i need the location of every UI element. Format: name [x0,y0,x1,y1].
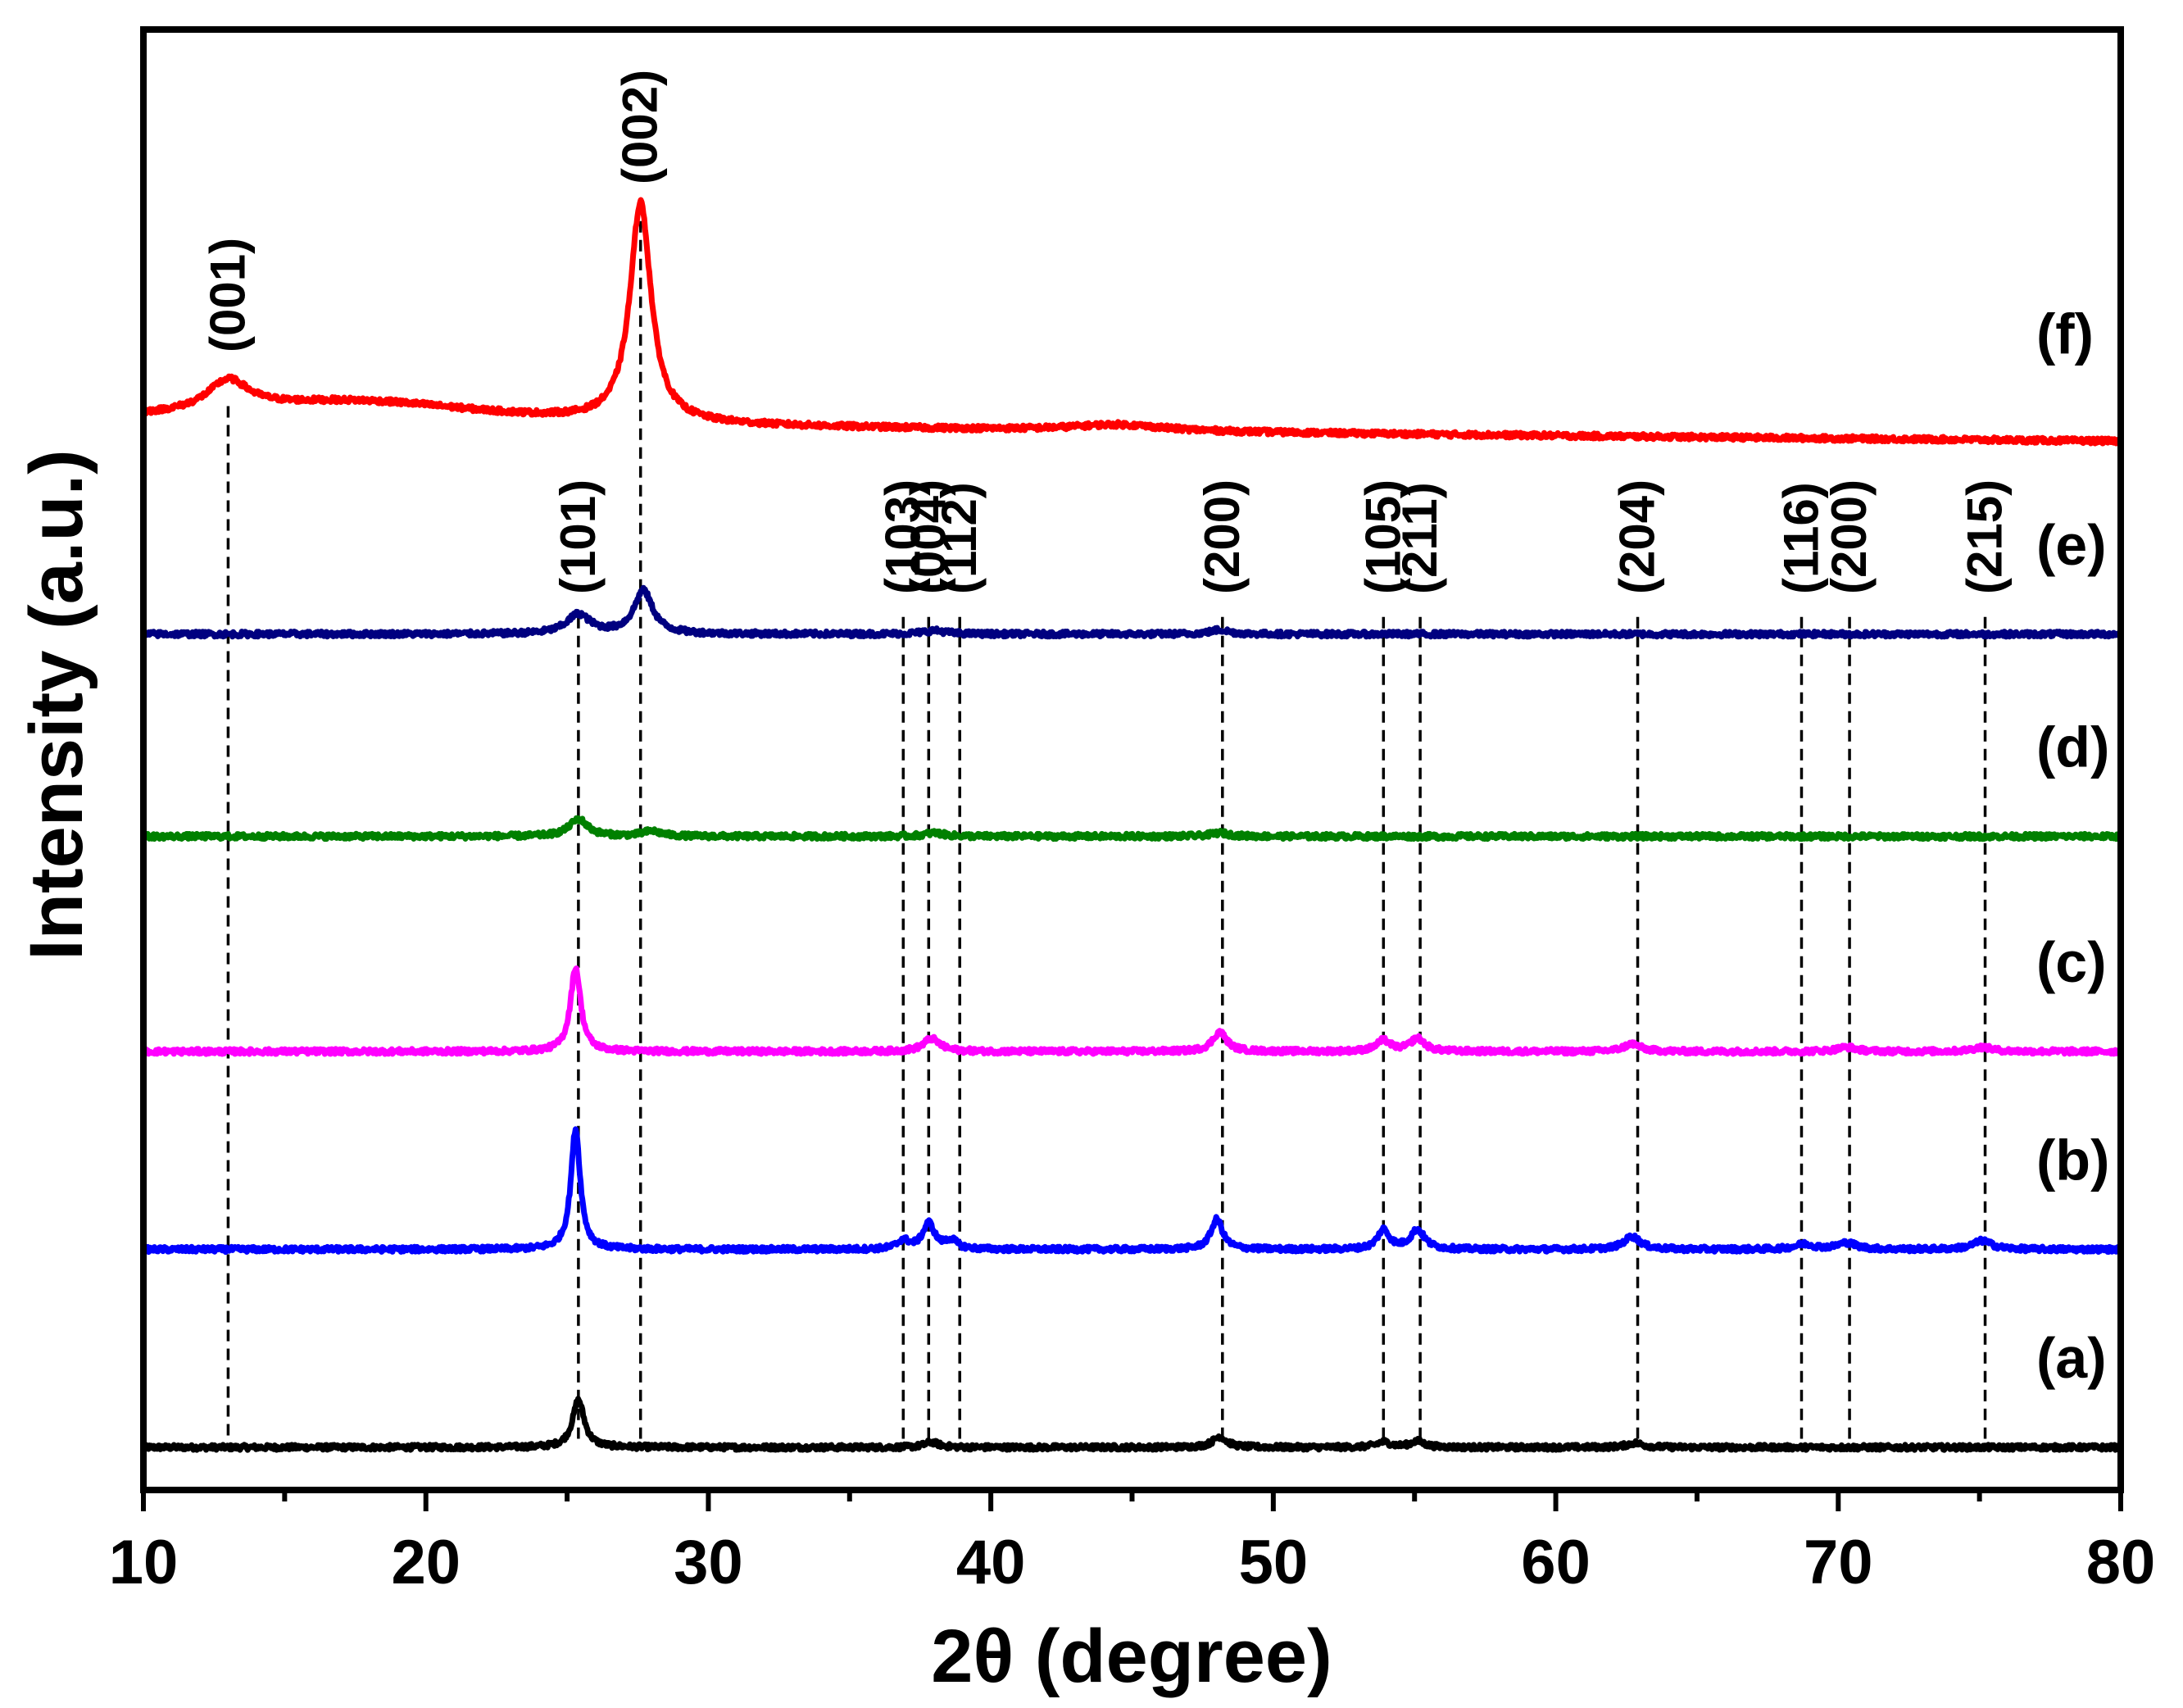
series-line-e [141,584,2123,640]
series-line-f [141,197,2124,447]
peak-annotations: (001) (002) (101) (103)(004)(112) (200) (105)… [200,70,2012,594]
series-line-d [140,815,2124,843]
series-labels: (a) (b) (c) (d) (e) (f) [2036,302,2109,1391]
peak-label: (200) [1195,479,1250,594]
x-tick-label: 30 [674,1528,743,1597]
peak-label: (215) [1958,479,2013,594]
peak-label: (004) [901,479,955,594]
peak-label: (001) [200,238,255,352]
peak-label: (101) [551,479,606,594]
series-label-b: (b) [2036,1129,2109,1192]
series-line-a [140,1396,2124,1453]
series-label-d: (d) [2036,715,2109,779]
y-axis-title: Intensity (a.u.) [15,449,98,961]
series-curves [140,197,2124,1453]
x-tick-label: 80 [2086,1528,2156,1597]
peak-label: (112) [932,482,987,594]
peak-label: (211) [1392,482,1447,594]
peak-label: (105) [1355,479,1410,594]
series-label-a: (a) [2036,1326,2107,1390]
x-tick-label: 40 [956,1528,1026,1597]
reference-lines [226,220,1987,1439]
x-tick-label: 50 [1239,1528,1309,1597]
series-line-c [140,965,2123,1057]
x-tick-label: 70 [1804,1528,1873,1597]
series-line-b [140,1126,2124,1256]
peak-label: (002) [613,70,668,184]
x-tick-label: 60 [1521,1528,1591,1597]
peak-label: (200) [1822,479,1877,594]
x-axis-title: 2θ (degree) [931,1615,1332,1698]
x-axis-ticks: 10 20 30 40 50 60 70 80 [109,1490,2156,1597]
x-tick-label: 20 [391,1528,461,1597]
plot-frame [140,26,2124,1493]
peak-label: (103) [875,479,930,594]
series-label-f: (f) [2036,302,2094,366]
series-label-c: (c) [2036,930,2107,994]
x-tick-label: 10 [109,1528,179,1597]
peak-label: (116) [1773,482,1828,594]
peak-label: (204) [1610,479,1665,594]
series-label-e: (e) [2036,513,2107,577]
